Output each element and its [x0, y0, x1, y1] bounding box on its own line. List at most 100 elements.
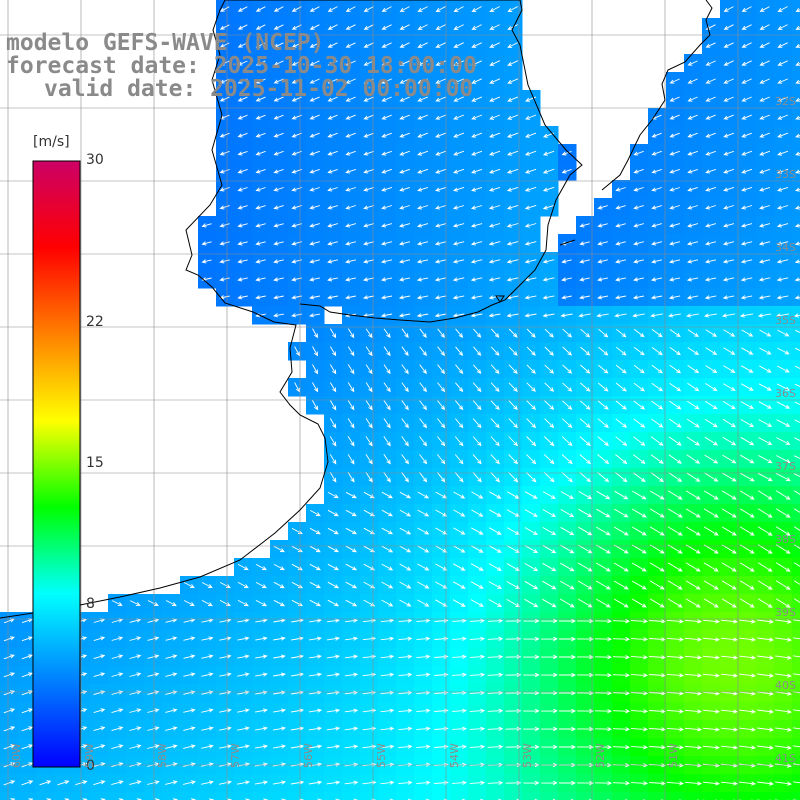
wind-arrow: [345, 132, 356, 138]
wind-arrow: [794, 223, 800, 228]
wind-arrow: [365, 382, 373, 393]
wind-arrow: [576, 708, 595, 714]
wind-arrow: [237, 150, 248, 156]
wind-arrow: [508, 418, 518, 429]
wind-arrow: [273, 205, 284, 210]
wind-arrow: [165, 744, 178, 749]
wind-arrow: [541, 726, 558, 732]
wind-arrow: [615, 259, 627, 264]
wind-arrow: [399, 509, 412, 517]
wind-arrow: [345, 509, 357, 517]
wind-arrow: [687, 400, 700, 410]
wind-arrow: [255, 564, 267, 571]
wind-arrow: [416, 295, 429, 300]
wind-arrow: [561, 295, 572, 300]
wind-arrow: [615, 187, 626, 192]
wind-arrow: [327, 527, 339, 535]
wind-arrow: [273, 654, 286, 659]
wind-arrow: [345, 563, 358, 571]
wind-arrow: [687, 150, 698, 156]
wind-cell: [216, 792, 235, 800]
wind-arrow: [632, 454, 646, 465]
wind-arrow: [309, 150, 320, 156]
wind-arrow: [237, 205, 248, 210]
wind-arrow: [597, 400, 609, 410]
wind-arrow: [434, 223, 447, 228]
wind-arrow: [380, 313, 393, 318]
wind-arrow: [435, 114, 446, 120]
wind-arrow: [399, 60, 410, 66]
wind-arrow: [524, 598, 539, 608]
wind-arrow: [759, 24, 770, 30]
wind-arrow: [255, 726, 268, 731]
wind-arrow: [363, 114, 374, 120]
wind-arrow: [667, 598, 683, 608]
wind-arrow: [793, 526, 800, 531]
wind-arrow: [667, 490, 683, 500]
wind-arrow: [399, 491, 412, 499]
wind-arrow: [435, 6, 446, 12]
wind-arrow: [596, 508, 611, 518]
wind-arrow: [651, 259, 663, 264]
wind-arrow: [147, 780, 160, 785]
wind-arrow: [309, 636, 322, 641]
wind-arrow: [147, 654, 160, 659]
wind-arrow: [631, 580, 647, 590]
wind-arrow: [633, 382, 645, 392]
wind-arrow: [759, 186, 771, 192]
lat-label: 35S: [775, 314, 796, 327]
wind-arrow: [273, 42, 284, 48]
wind-arrow: [669, 223, 681, 228]
title-forecast-date: forecast date: 2025-10-30 18:00:00: [6, 53, 477, 79]
wind-arrow: [383, 454, 391, 465]
wind-arrow: [416, 277, 429, 282]
wind-arrow: [363, 259, 375, 264]
wind-arrow: [365, 436, 373, 447]
wind-arrow: [740, 436, 755, 446]
wind-arrow: [488, 186, 501, 192]
wind-arrow: [542, 544, 557, 554]
wind-arrow: [290, 744, 305, 749]
wind-arrow: [795, 133, 800, 138]
wind-arrow: [759, 132, 770, 138]
wind-arrow: [471, 168, 483, 174]
wind-arrow: [417, 150, 429, 156]
wind-arrow: [794, 259, 800, 264]
wind-arrow: [489, 114, 501, 120]
wind-arrow: [777, 205, 789, 210]
wind-cell: [792, 324, 800, 343]
wind-arrow: [559, 654, 577, 660]
wind-arrow: [365, 472, 373, 483]
wind-arrow: [273, 672, 286, 677]
wind-arrow: [416, 313, 429, 318]
wind-arrow: [598, 346, 609, 356]
lat-label: 32S: [775, 95, 796, 108]
wind-arrow: [614, 490, 629, 500]
wind-arrow: [309, 187, 320, 192]
wind-cell: [648, 792, 667, 800]
wind-arrow: [686, 259, 699, 264]
wind-arrow: [399, 114, 410, 120]
wind-arrow: [684, 673, 703, 678]
wind-arrow: [399, 42, 410, 48]
wind-arrow: [541, 654, 558, 660]
wind-arrow: [594, 618, 613, 624]
wind-arrow: [650, 436, 664, 446]
wind-cell: [792, 432, 800, 451]
wind-arrow: [237, 187, 248, 192]
wind-arrow: [669, 150, 680, 156]
wind-arrow: [93, 780, 106, 786]
wind-arrow: [309, 510, 321, 517]
wind-arrow: [721, 313, 736, 318]
wind-arrow: [383, 418, 391, 429]
wind-arrow: [237, 132, 248, 138]
wind-arrow: [704, 418, 718, 428]
wind-arrow: [721, 580, 737, 590]
wind-arrow: [526, 436, 537, 447]
wind-arrow: [381, 491, 393, 499]
wind-arrow: [526, 346, 536, 356]
wind-arrow: [472, 400, 482, 411]
wind-arrow: [452, 744, 467, 749]
wind-arrow: [487, 780, 504, 785]
wind-arrow: [453, 491, 466, 499]
